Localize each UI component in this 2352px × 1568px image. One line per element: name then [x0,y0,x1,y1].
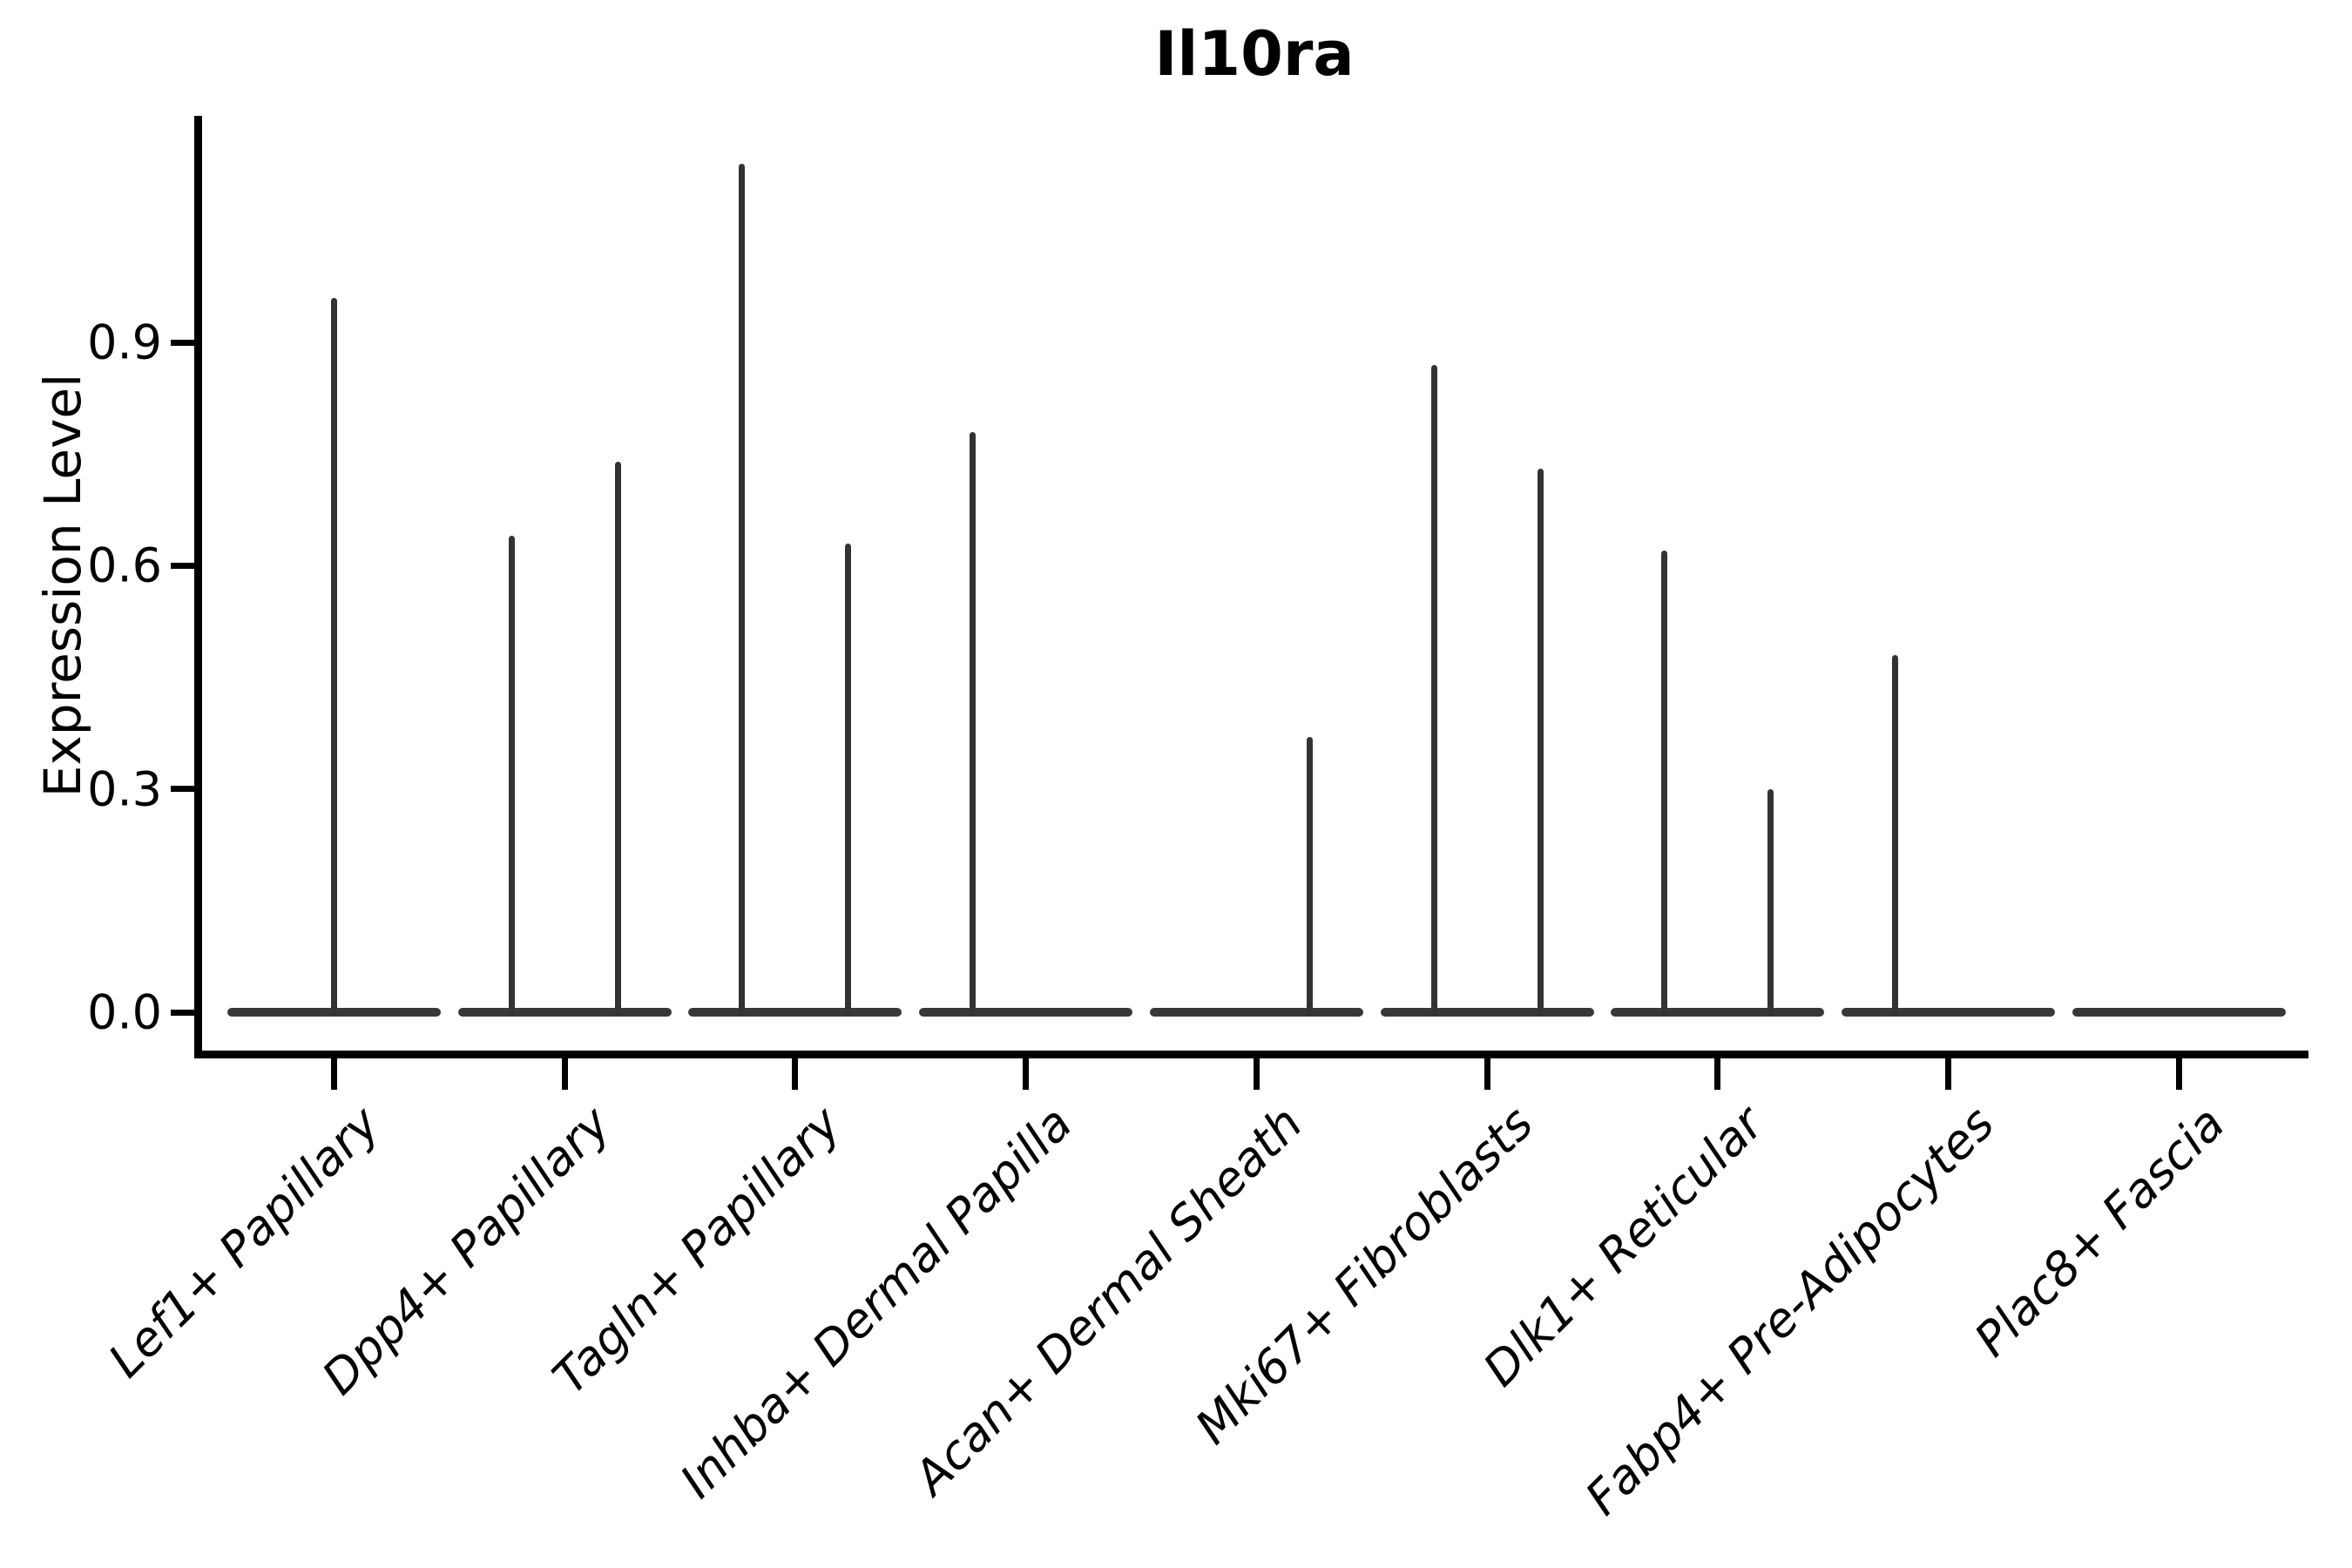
y-tick [171,339,195,346]
x-tick-label: Fabp4+ Pre-Adipocytes [1574,1096,2004,1526]
x-axis-spine [194,1051,2308,1058]
x-tick [561,1058,568,1090]
x-tick [1944,1058,1951,1090]
x-tick [331,1058,337,1090]
x-tick [2175,1058,2182,1090]
y-tick [171,786,195,793]
x-tick [1023,1058,1030,1090]
y-axis-spine [194,116,202,1058]
violin-spike [970,431,977,1016]
violin-base [1611,1008,1825,1017]
violin-spike [1891,654,1898,1016]
x-tick-label: Inhba+ Dermal Papilla [669,1096,1083,1509]
violin-spike [1306,736,1313,1016]
violin-spike [614,461,621,1016]
violin-base [457,1008,672,1017]
y-tick-label: 0.3 [87,761,162,817]
x-tick [1253,1058,1260,1090]
violin-spike [1767,788,1774,1016]
y-tick [171,562,195,569]
violin-base [919,1008,1133,1017]
violin-base [1841,1008,2055,1017]
violin-spike [1430,364,1437,1016]
violin-base [688,1008,902,1017]
violin-spike [845,543,852,1016]
violin-base [2072,1008,2286,1017]
violin-spike [739,164,746,1016]
x-tick [1484,1058,1490,1090]
violin-base [1149,1008,1363,1017]
x-tick [792,1058,799,1090]
violin-spike [331,297,337,1016]
y-tick-label: 0.0 [87,984,162,1040]
violin-spike [1537,469,1544,1016]
chart-title: Il10ra [1154,18,1355,90]
x-tick-label: Acan+ Dermal Sheath [903,1096,1313,1505]
violin-spike [1661,551,1668,1016]
x-tick-label: Plac8+ Fascia [1963,1096,2235,1368]
violin-base [1380,1008,1594,1017]
y-tick-label: 0.9 [87,314,162,370]
x-tick [1714,1058,1721,1090]
y-tick-label: 0.6 [87,537,162,593]
violin-spike [508,536,515,1016]
y-tick [171,1009,195,1016]
